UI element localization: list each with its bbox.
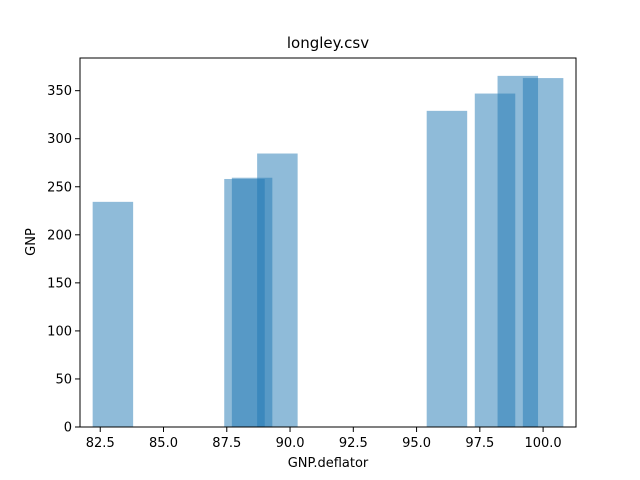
y-tick-label: 50 xyxy=(55,372,72,387)
x-tick-label: 90.0 xyxy=(276,436,305,451)
bars-group xyxy=(92,75,564,428)
x-tick-label: 100.0 xyxy=(524,436,561,451)
x-tick-label: 82.5 xyxy=(86,436,115,451)
y-tick-label: 150 xyxy=(47,276,72,291)
x-axis-ticks: 82.5 85.0 87.5 90.0 92.5 95.0 97.5 100.0 xyxy=(86,427,562,451)
y-tick-label: 200 xyxy=(47,228,72,243)
bar xyxy=(92,201,134,427)
bar xyxy=(426,110,468,427)
bar xyxy=(522,78,564,427)
x-tick-label: 92.5 xyxy=(339,436,368,451)
y-tick-label: 300 xyxy=(47,132,72,147)
x-tick-label: 87.5 xyxy=(212,436,241,451)
y-tick-label: 0 xyxy=(64,421,72,436)
y-tick-label: 100 xyxy=(47,324,72,339)
chart-title: longley.csv xyxy=(287,34,369,52)
y-tick-label: 250 xyxy=(47,180,72,195)
y-tick-label: 350 xyxy=(47,84,72,99)
x-tick-label: 95.0 xyxy=(402,436,431,451)
y-axis-ticks: 0 50 100 150 200 250 300 350 xyxy=(47,84,80,436)
x-axis-title: GNP.deflator xyxy=(288,456,369,471)
x-tick-label: 97.5 xyxy=(465,436,494,451)
plot-frame xyxy=(79,57,577,428)
bar xyxy=(257,153,298,427)
y-axis-title: GNP xyxy=(24,228,39,256)
x-tick-label: 85.0 xyxy=(149,436,178,451)
